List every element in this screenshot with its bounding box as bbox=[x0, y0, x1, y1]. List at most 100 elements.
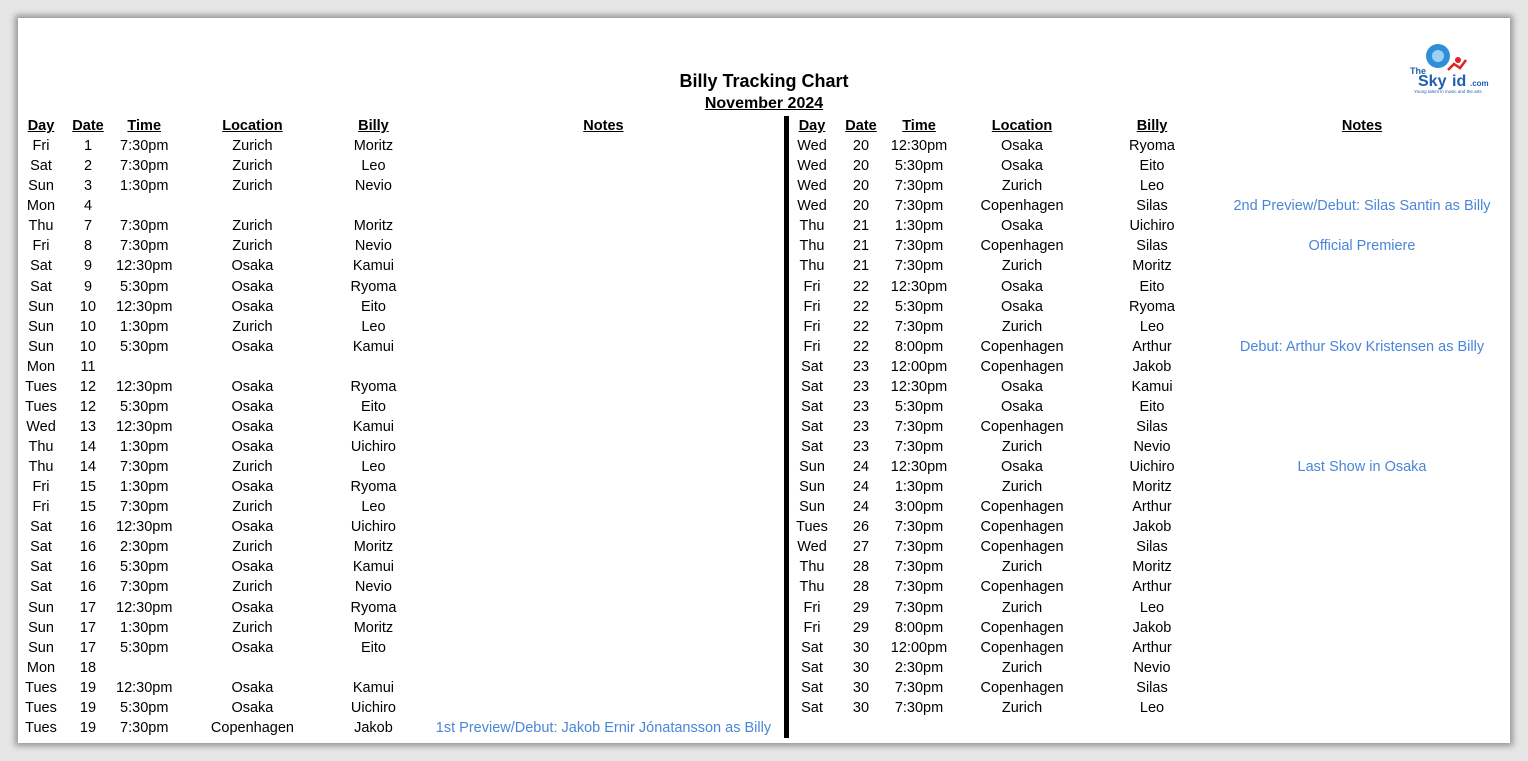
cell-time: 7:30pm bbox=[894, 178, 944, 195]
cell-day: Fri bbox=[32, 479, 50, 496]
cell-notes bbox=[414, 196, 792, 216]
cell-location: Copenhagen bbox=[980, 639, 1064, 656]
cell-date: 23 bbox=[852, 439, 870, 456]
table-row: Fri 8 7:30pm Zurich Nevio bbox=[22, 236, 792, 256]
cell-day: Sat bbox=[801, 659, 823, 676]
cell-location: Osaka bbox=[1001, 459, 1043, 476]
cell-time: 5:30pm bbox=[120, 559, 169, 576]
cell-billy: Kamui bbox=[352, 338, 394, 355]
cell-date: 30 bbox=[852, 679, 870, 696]
cell-time: 7:30pm bbox=[120, 499, 169, 516]
cell-billy: Leo bbox=[361, 158, 386, 175]
cell-date: 18 bbox=[79, 659, 97, 676]
header-row: Day Date Time Location Billy Notes bbox=[792, 116, 1516, 136]
cell-location: Osaka bbox=[1001, 218, 1043, 235]
cell-notes: 2nd Preview/Debut: Silas Santin as Billy bbox=[1233, 198, 1491, 215]
cell-time: 7:30pm bbox=[894, 418, 944, 435]
cell-day: Wed bbox=[797, 158, 827, 175]
table-row: Sun 17 1:30pm Zurich Moritz bbox=[22, 618, 792, 638]
cell-notes bbox=[1208, 397, 1516, 417]
table-row: Sat 23 7:30pm Copenhagen Silas bbox=[792, 417, 1516, 437]
cell-location: Copenhagen bbox=[980, 499, 1064, 516]
cell-billy: Leo bbox=[361, 459, 386, 476]
cell-notes bbox=[1208, 216, 1516, 236]
cell-billy: Silas bbox=[1136, 679, 1168, 696]
table-row: Wed 20 5:30pm Osaka Eito bbox=[792, 156, 1516, 176]
cell-date: 24 bbox=[852, 459, 870, 476]
cell-billy: Uichiro bbox=[350, 699, 396, 716]
column-header-day: Day bbox=[798, 118, 826, 135]
cell-day: Sun bbox=[799, 479, 825, 496]
table-row: Sat 30 7:30pm Copenhagen Silas bbox=[792, 678, 1516, 698]
cell-billy: Kamui bbox=[352, 258, 394, 275]
cell-time: 5:30pm bbox=[894, 398, 944, 415]
cell-notes bbox=[414, 256, 792, 276]
table-row: Tues 26 7:30pm Copenhagen Jakob bbox=[792, 517, 1516, 537]
cell-billy: Ryoma bbox=[350, 378, 397, 395]
cell-billy: Jakob bbox=[1132, 619, 1172, 636]
cell-notes bbox=[1208, 136, 1516, 156]
table-row: Sat 16 7:30pm Zurich Nevio bbox=[22, 577, 792, 597]
table-row: Thu 14 7:30pm Zurich Leo bbox=[22, 457, 792, 477]
cell-billy: Uichiro bbox=[350, 519, 396, 536]
cell-day: Fri bbox=[803, 318, 821, 335]
cell-day: Sun bbox=[28, 298, 54, 315]
cell-time: 12:30pm bbox=[116, 258, 173, 275]
cell-time: 12:30pm bbox=[116, 679, 173, 696]
cell-date: 9 bbox=[83, 258, 93, 275]
cell-notes: Official Premiere bbox=[1308, 238, 1416, 255]
cell-day: Wed bbox=[26, 418, 56, 435]
cell-billy: Eito bbox=[360, 398, 386, 415]
table-row: Wed 20 7:30pm Zurich Leo bbox=[792, 176, 1516, 196]
cell-notes bbox=[1208, 658, 1516, 678]
cell-billy: Eito bbox=[1139, 158, 1165, 175]
column-header-notes: Notes bbox=[583, 118, 624, 135]
cell-location: Copenhagen bbox=[210, 719, 294, 736]
column-header-location: Location bbox=[222, 118, 283, 135]
cell-billy: Moritz bbox=[353, 619, 394, 636]
cell-day: Thu bbox=[799, 559, 825, 576]
cell-location: Osaka bbox=[231, 258, 274, 275]
cell-location: Zurich bbox=[232, 158, 273, 175]
cell-notes bbox=[1208, 277, 1516, 297]
cell-date: 20 bbox=[852, 158, 870, 175]
cell-time: 7:30pm bbox=[120, 218, 169, 235]
cell-notes bbox=[1208, 678, 1516, 698]
cell-day: Sat bbox=[30, 539, 52, 556]
cell-time: 5:30pm bbox=[120, 699, 169, 716]
cell-billy: Uichiro bbox=[350, 439, 396, 456]
spreadsheet-sheet bbox=[18, 18, 1510, 743]
cell-date: 21 bbox=[852, 218, 870, 235]
cell-notes bbox=[1208, 497, 1516, 517]
cell-date: 16 bbox=[79, 559, 97, 576]
cell-notes bbox=[414, 156, 792, 176]
cell-location: Zurich bbox=[232, 579, 273, 596]
cell-day: Thu bbox=[28, 439, 54, 456]
cell-location: Osaka bbox=[231, 699, 274, 716]
cell-location: Copenhagen bbox=[980, 338, 1064, 355]
cell-notes bbox=[414, 397, 792, 417]
cell-billy: Silas bbox=[1136, 418, 1168, 435]
cell-day: Mon bbox=[26, 358, 56, 375]
cell-day: Sat bbox=[30, 519, 52, 536]
cell-day: Sun bbox=[28, 338, 54, 355]
cell-billy: Eito bbox=[1139, 398, 1165, 415]
cell-location: Copenhagen bbox=[980, 619, 1064, 636]
svg-text:.com: .com bbox=[1470, 79, 1489, 88]
cell-day: Sat bbox=[801, 699, 823, 716]
cell-day: Tues bbox=[796, 519, 828, 536]
cell-date: 10 bbox=[79, 298, 97, 315]
table-row: Thu 21 1:30pm Osaka Uichiro bbox=[792, 216, 1516, 236]
table-row: Tues 12 5:30pm Osaka Eito bbox=[22, 397, 792, 417]
table-row: Sat 23 12:30pm Osaka Kamui bbox=[792, 377, 1516, 397]
cell-day: Sat bbox=[801, 439, 823, 456]
cell-time: 12:30pm bbox=[890, 459, 948, 476]
cell-location: Zurich bbox=[1001, 178, 1043, 195]
cell-notes bbox=[414, 457, 792, 477]
cell-date: 10 bbox=[79, 338, 97, 355]
cell-billy: Nevio bbox=[354, 178, 392, 195]
column-header-notes: Notes bbox=[1341, 118, 1383, 135]
cell-date: 19 bbox=[79, 679, 97, 696]
cell-date: 21 bbox=[852, 238, 870, 255]
cell-day: Wed bbox=[797, 198, 827, 215]
